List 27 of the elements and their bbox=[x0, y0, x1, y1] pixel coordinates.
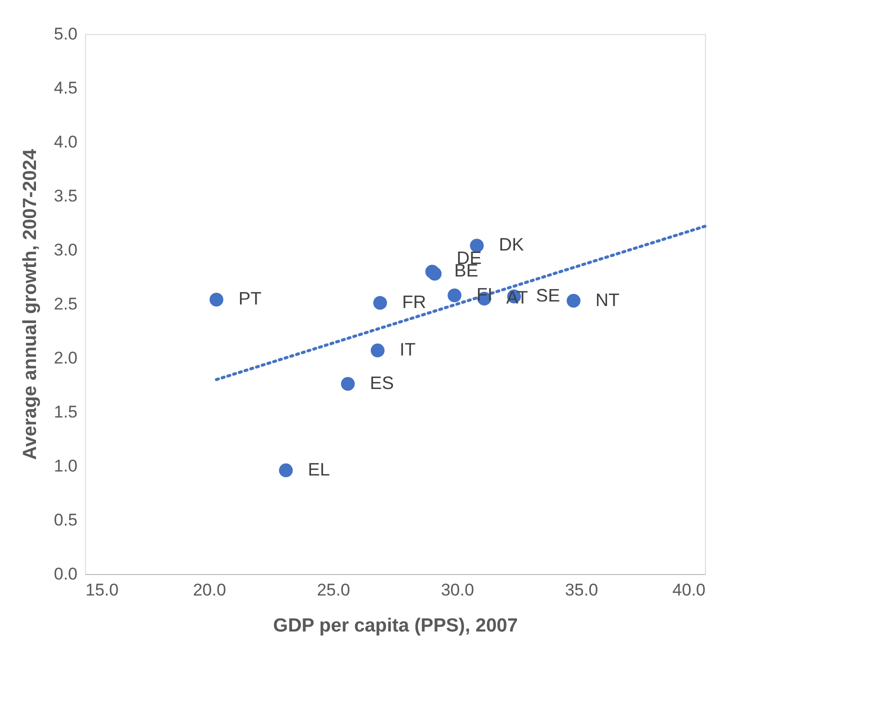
y-tick-label: 4.0 bbox=[54, 132, 78, 152]
annotation: DK bbox=[498, 234, 524, 255]
annotation: ES bbox=[370, 372, 394, 393]
x-tick-label: 20.0 bbox=[192, 580, 226, 600]
x-tick-label: 25.0 bbox=[316, 580, 350, 600]
y-tick-label: 5.0 bbox=[54, 24, 78, 44]
annotation: PT bbox=[238, 288, 262, 309]
y-tick-label: 3.5 bbox=[54, 186, 78, 206]
x-axis-title: GDP per capita (PPS), 2007 bbox=[273, 616, 518, 636]
y-tick-label: 1.5 bbox=[54, 402, 78, 422]
y-tick-label: 3.0 bbox=[54, 240, 78, 260]
x-tick-label: 35.0 bbox=[564, 580, 598, 600]
y-tick-label: 2.0 bbox=[54, 348, 78, 368]
annotation: FR bbox=[402, 292, 426, 312]
y-tick-label: 4.5 bbox=[54, 78, 78, 98]
annotation: EL bbox=[308, 459, 330, 480]
annotation: IT bbox=[400, 339, 416, 360]
x-tick-label: 40.0 bbox=[672, 580, 706, 600]
y-axis-title: Average annual growth, 2007-2024 bbox=[20, 148, 41, 460]
x-tick-label: 30.0 bbox=[440, 580, 474, 600]
x-tick-label: 15.0 bbox=[86, 580, 119, 600]
y-tick-label: 2.5 bbox=[54, 294, 78, 314]
annotation: SE bbox=[536, 285, 560, 306]
y-tick-label: 0.5 bbox=[54, 510, 78, 530]
y-tick-label: 1.0 bbox=[54, 456, 78, 476]
y-tick-label: 0.0 bbox=[54, 564, 78, 584]
annotation: NT bbox=[596, 290, 620, 310]
